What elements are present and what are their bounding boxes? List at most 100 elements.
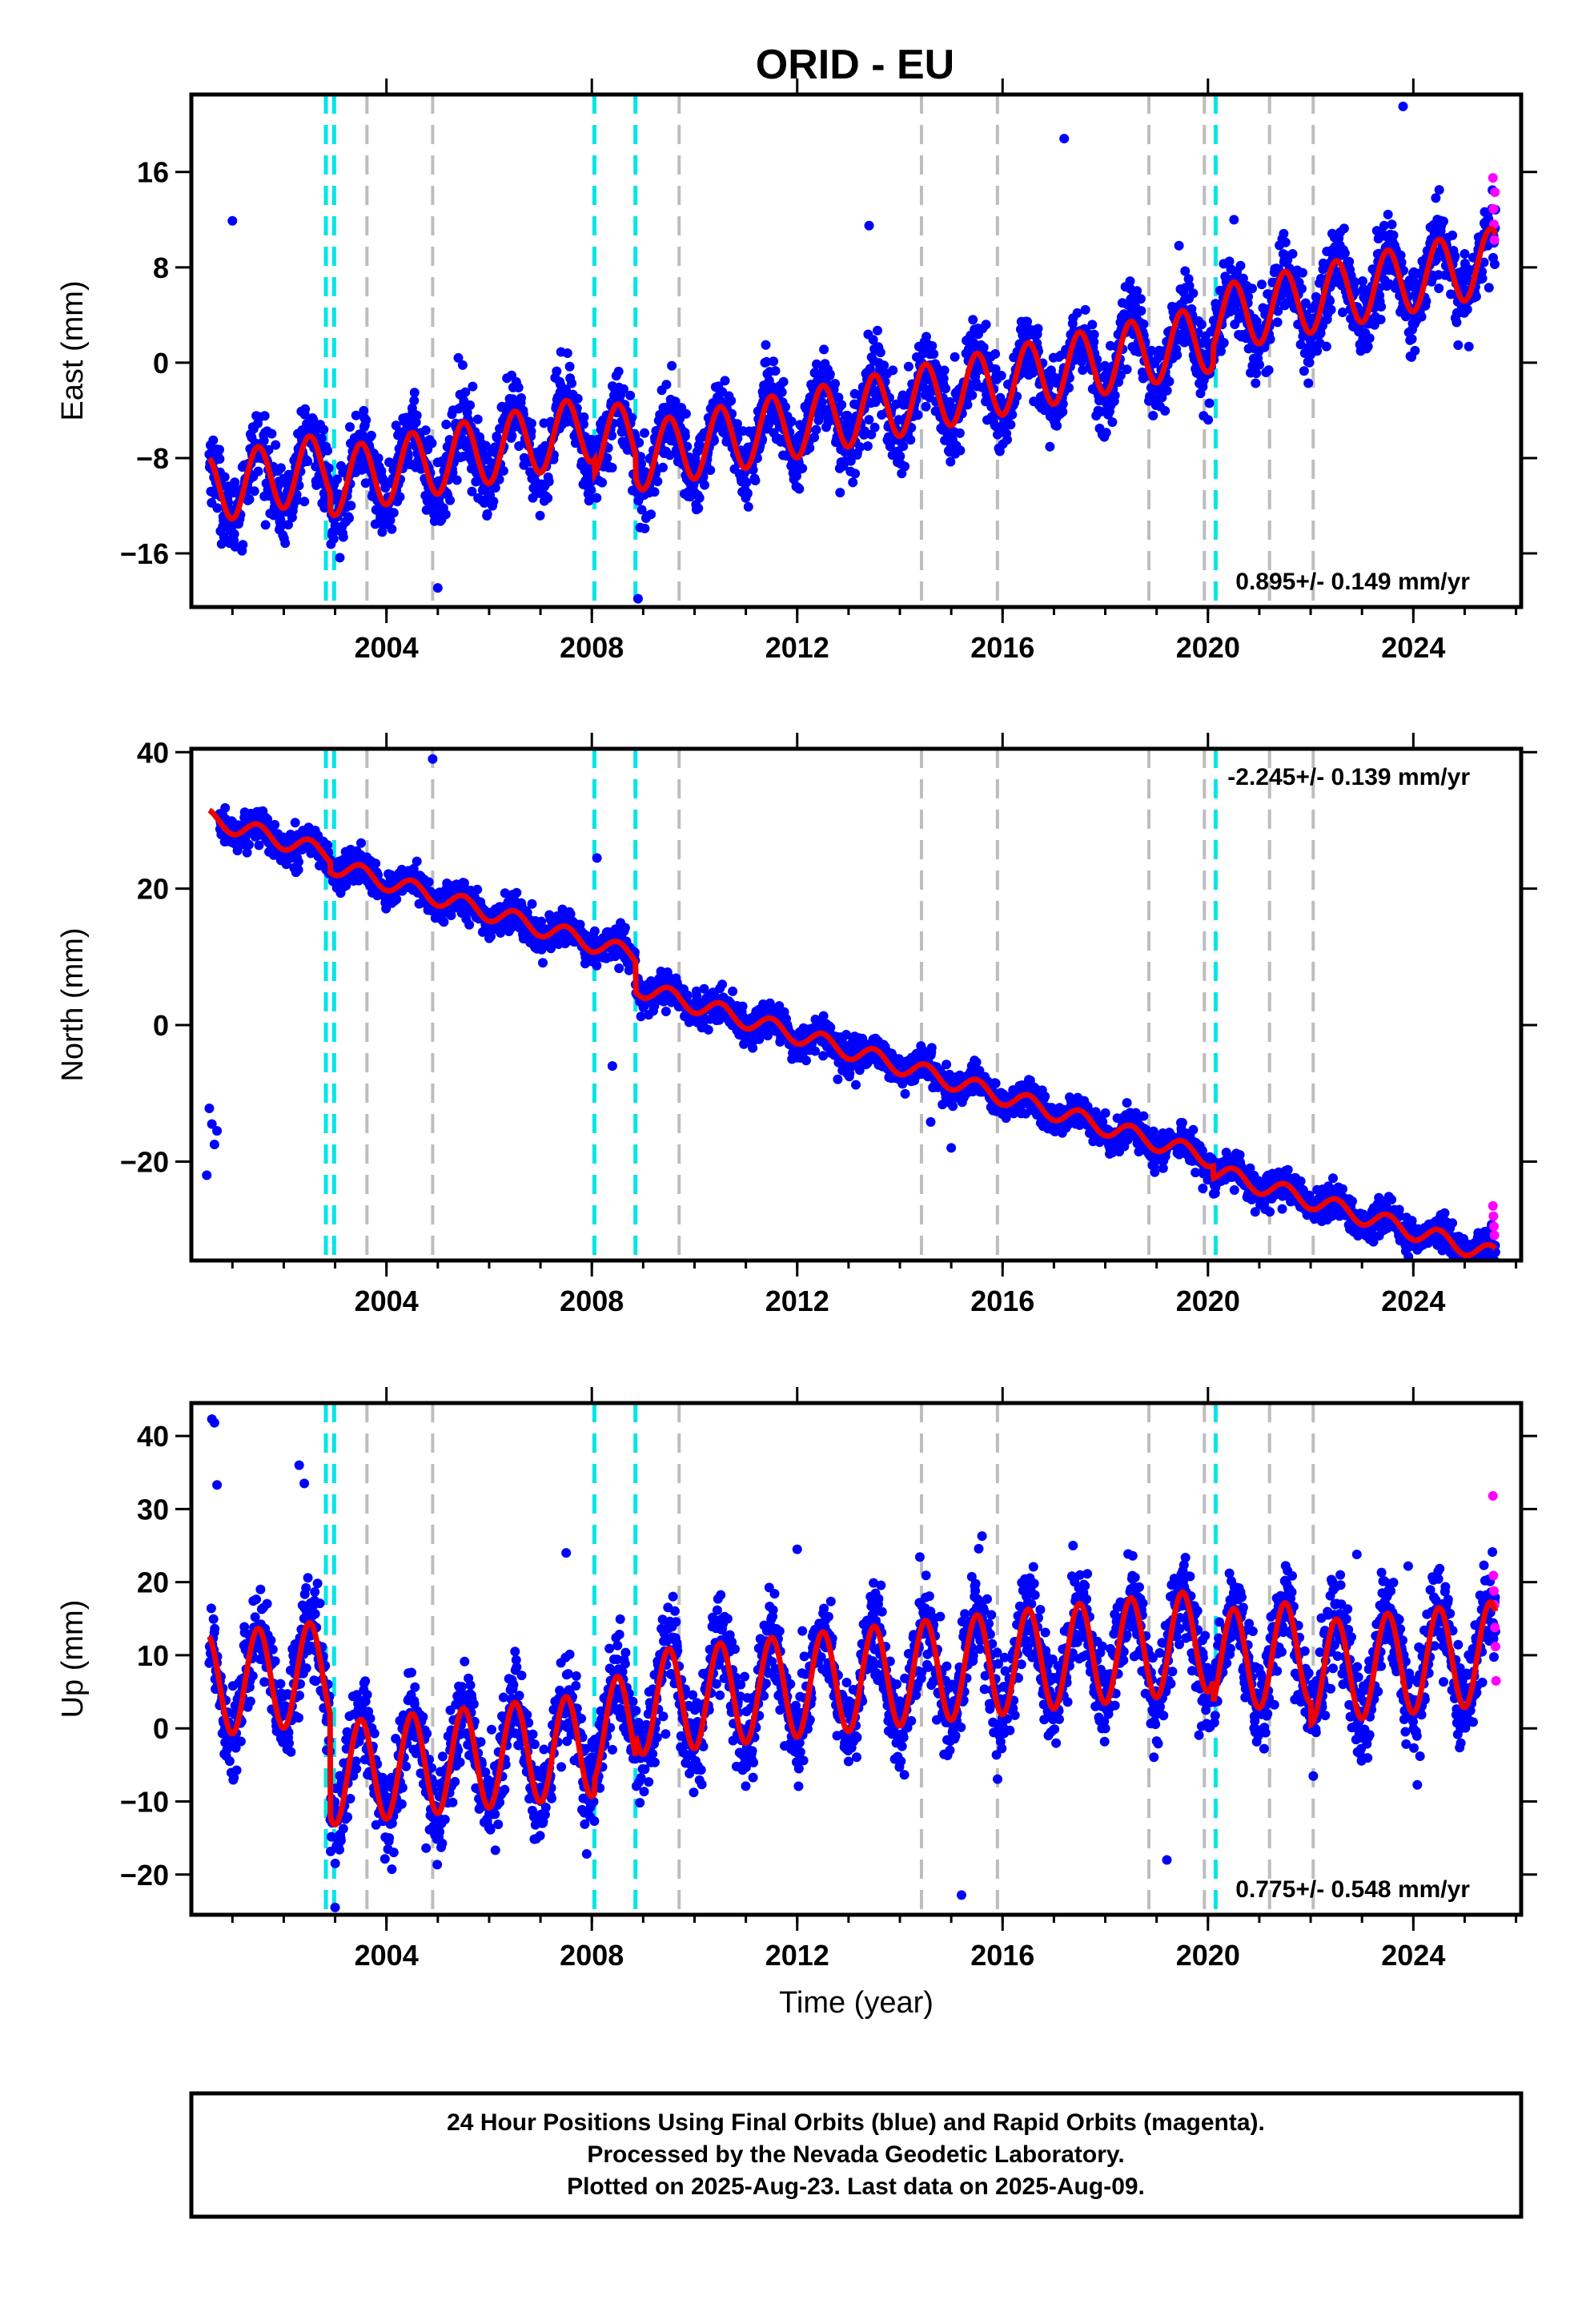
north-point-143 bbox=[270, 819, 280, 830]
east-point-2201 bbox=[1052, 420, 1062, 431]
east-rapid-point-1 bbox=[1488, 203, 1499, 214]
east-point-1806 bbox=[900, 461, 910, 472]
east-point-537 bbox=[411, 417, 421, 428]
east-point-1576 bbox=[811, 424, 821, 435]
east-point-1491 bbox=[778, 376, 789, 387]
north-point-405 bbox=[371, 858, 381, 869]
east-point-1400 bbox=[743, 501, 753, 512]
north-point-1215 bbox=[682, 990, 693, 1000]
east-point-2011 bbox=[978, 342, 989, 352]
east-point-1131 bbox=[640, 523, 650, 533]
east-point-1969 bbox=[962, 400, 973, 410]
east-point-205 bbox=[283, 520, 293, 530]
east-outlier-2 bbox=[556, 347, 566, 357]
east-point-1270 bbox=[693, 503, 704, 513]
east-point-479 bbox=[388, 508, 399, 518]
east-point-533 bbox=[409, 388, 420, 398]
east-point-615 bbox=[441, 420, 452, 429]
east-point-66 bbox=[230, 477, 240, 488]
east-point-142 bbox=[259, 436, 269, 446]
east-point-2383 bbox=[1122, 364, 1132, 375]
north-point-1332 bbox=[728, 986, 738, 996]
east-point-1559 bbox=[805, 443, 815, 453]
east-point-2183 bbox=[1045, 441, 1055, 452]
east-point-532 bbox=[409, 396, 420, 406]
east-point-1877 bbox=[927, 341, 938, 351]
east-outlier-4 bbox=[1059, 134, 1070, 144]
east-point-2482 bbox=[1160, 406, 1170, 416]
east-point-1540 bbox=[797, 463, 808, 473]
east-point-3061 bbox=[1383, 209, 1393, 219]
east-point-3071 bbox=[1387, 219, 1397, 230]
east-point-1802 bbox=[898, 441, 909, 452]
east-point-986 bbox=[584, 496, 594, 506]
east-point-1196 bbox=[665, 450, 675, 460]
east-point-1525 bbox=[791, 471, 801, 481]
east-xtick-label-3: 2016 bbox=[970, 631, 1034, 664]
east-point-936 bbox=[564, 361, 575, 372]
east-point-32 bbox=[216, 539, 227, 549]
east-point-2329 bbox=[1101, 428, 1111, 438]
north-final-points bbox=[202, 754, 1500, 1261]
east-point-1178 bbox=[658, 462, 668, 472]
east-xtick-label-2: 2012 bbox=[765, 631, 829, 664]
east-point-3205 bbox=[1439, 216, 1448, 227]
east-point-1642 bbox=[837, 400, 847, 410]
east-point-2081 bbox=[1006, 420, 1016, 430]
east-point-1861 bbox=[921, 401, 931, 412]
east-point-146 bbox=[260, 520, 271, 530]
east-point-1724 bbox=[868, 335, 878, 345]
north-point-1401 bbox=[754, 1034, 765, 1044]
north-point-14 bbox=[220, 802, 231, 813]
east-point-972 bbox=[579, 419, 588, 429]
east-point-1006 bbox=[592, 493, 602, 503]
east-point-323 bbox=[328, 534, 339, 544]
north-point-1159 bbox=[661, 1007, 671, 1016]
east-rate-label: 0.895+/- 0.149 mm/yr bbox=[1235, 569, 1470, 595]
east-point-3271 bbox=[1464, 341, 1474, 352]
east-point-1794 bbox=[895, 451, 905, 461]
east-point-2041 bbox=[990, 349, 1001, 359]
east-point-1238 bbox=[681, 408, 691, 419]
east-point-247 bbox=[299, 497, 310, 507]
east-point-1046 bbox=[607, 463, 617, 472]
east-point-365 bbox=[345, 422, 355, 432]
east-point-643 bbox=[452, 475, 462, 485]
east-point-957 bbox=[572, 393, 583, 404]
east-point-439 bbox=[373, 453, 383, 464]
east-point-810 bbox=[516, 393, 526, 403]
east-outlier-0 bbox=[227, 215, 238, 226]
east-ytick-label-1: −8 bbox=[136, 442, 169, 475]
east-point-738 bbox=[488, 497, 499, 507]
east-point-3267 bbox=[1462, 304, 1472, 315]
east-point-144 bbox=[259, 411, 270, 421]
east-point-1210 bbox=[670, 396, 681, 407]
east-point-3131 bbox=[1410, 345, 1420, 356]
east-point-1355 bbox=[726, 396, 737, 406]
east-point-1470 bbox=[770, 366, 781, 376]
east-point-1465 bbox=[769, 356, 779, 367]
east-point-1907 bbox=[938, 373, 949, 384]
east-point-562 bbox=[420, 425, 431, 436]
east-point-197 bbox=[280, 538, 291, 549]
east-point-3075 bbox=[1388, 230, 1399, 240]
east-outlier-7 bbox=[632, 593, 643, 604]
east-point-186 bbox=[275, 463, 286, 473]
east-point-1063 bbox=[613, 366, 624, 376]
east-point-718 bbox=[480, 440, 491, 451]
east-point-348 bbox=[338, 532, 348, 542]
east-point-1912 bbox=[941, 384, 951, 394]
east-point-1881 bbox=[929, 349, 939, 359]
east-point-1301 bbox=[705, 465, 716, 476]
east-point-2813 bbox=[1287, 249, 1298, 259]
east-point-3194 bbox=[1434, 185, 1444, 195]
east-point-743 bbox=[490, 483, 500, 493]
east-point-2733 bbox=[1257, 279, 1267, 290]
east-outlier-3 bbox=[864, 220, 874, 231]
east-ytick-label-3: 8 bbox=[153, 251, 169, 284]
east-point-1164 bbox=[652, 476, 663, 487]
north-point-974 bbox=[589, 926, 600, 936]
east-point-1311 bbox=[709, 436, 719, 446]
east-point-1201 bbox=[667, 360, 677, 371]
east-point-299 bbox=[319, 503, 330, 513]
